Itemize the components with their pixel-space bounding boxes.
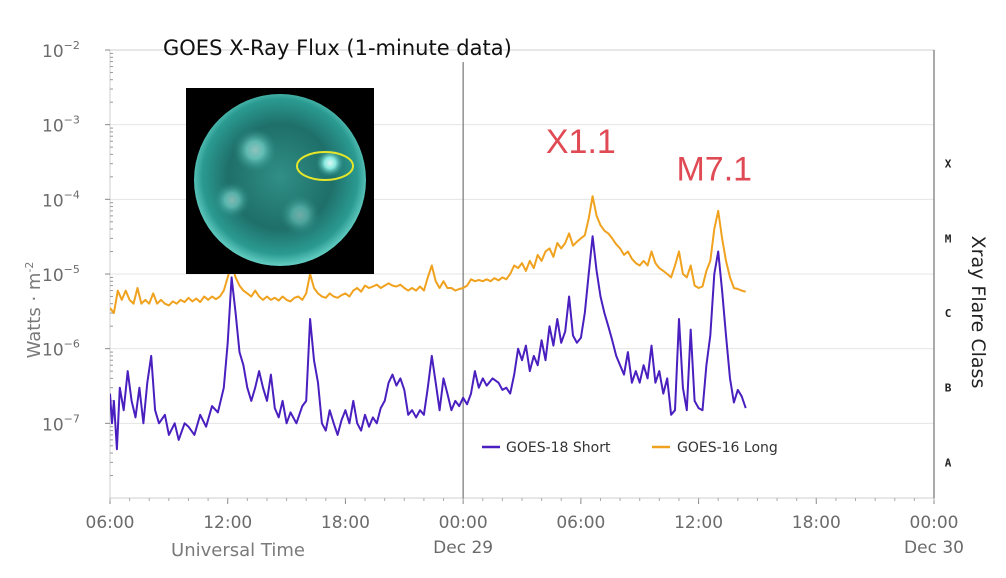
flare-class-x: X [945, 158, 952, 171]
y-tick-label-1: 10−3 [42, 114, 80, 137]
y-tick-label-3: 10−5 [42, 263, 80, 286]
x-axis-ticks: 06:00 12:00 18:00 00:00 Dec 29 06:00 12:00 18:0… [86, 498, 964, 558]
right-axis-label: Xray Flare Class [967, 236, 989, 389]
flare-class-a: A [945, 456, 952, 469]
x-tick-label-3: 00:00 [439, 513, 488, 533]
flare-class-labels: X M C B A [945, 158, 952, 470]
x-tick-label-4: 06:00 [556, 513, 605, 533]
series-goes16-long-line [110, 195, 746, 314]
x-tick-label-2: 18:00 [321, 513, 370, 533]
y-axis-label: Watts · m-2 [23, 262, 45, 359]
legend-label-goes18-short: GOES-18 Short [506, 440, 611, 456]
y-tick-label-4: 10−6 [42, 338, 80, 361]
y-tick-label-0: 10−2 [42, 39, 80, 62]
y-tick-label-2: 10−4 [42, 188, 80, 211]
svg-text:Watts · m-2: Watts · m-2 [23, 262, 45, 359]
legend: GOES-18 Short GOES-16 Long [482, 440, 778, 456]
y-axis-ticks: 10−2 10−3 10−4 10−5 10−6 10−7 [42, 39, 113, 477]
x-tick-label-1: 12:00 [203, 513, 252, 533]
sun-image [186, 88, 374, 274]
flare-class-c: C [945, 307, 952, 320]
annotation-x1-1: X1.1 [546, 123, 616, 161]
x-tick-label-5: 12:00 [674, 513, 723, 533]
series-goes18-short-line [110, 235, 747, 451]
annotation-m7-1: M7.1 [676, 150, 752, 188]
x-axis-label: Universal Time [171, 540, 305, 561]
x-tick-label-6: 18:00 [792, 513, 841, 533]
y-tick-label-5: 10−7 [42, 412, 80, 435]
flare-annotations: X1.1 M7.1 [546, 123, 752, 188]
svg-text:Xray Flare Class: Xray Flare Class [967, 236, 989, 389]
chart-title: GOES X-Ray Flux (1-minute data) [163, 36, 512, 60]
flare-class-m: M [945, 232, 952, 245]
x-tick-sublabel-7: Dec 30 [904, 538, 964, 558]
legend-label-goes16-long: GOES-16 Long [677, 440, 778, 456]
flare-class-b: B [945, 382, 952, 395]
x-tick-label-0: 06:00 [86, 513, 135, 533]
x-tick-label-7: 00:00 [910, 513, 959, 533]
x-tick-sublabel-3: Dec 29 [433, 538, 493, 558]
